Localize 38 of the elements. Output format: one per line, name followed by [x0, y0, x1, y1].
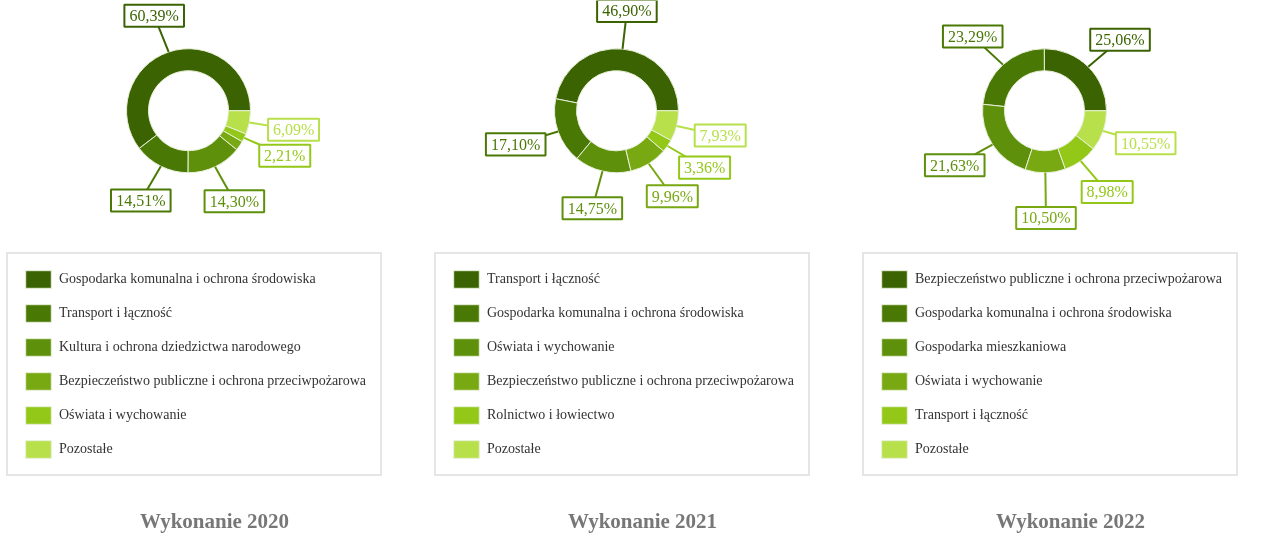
text: Wykonanie 2022: [995, 508, 1146, 533]
data-label: 17,10%: [491, 135, 541, 153]
legend-label: Oświata i wychowanie: [59, 407, 187, 423]
data-label: 14,30%: [209, 192, 260, 210]
text: Wykonanie 2021: [567, 508, 718, 533]
legend-label: Bezpieczeństwo publiczne i ochrona przeciwpożarowa: [915, 271, 1223, 287]
legend-label: Rolnictwo i łowiectwo: [487, 407, 615, 423]
legend-label: Gospodarka komunalna i ochrona środowiska: [915, 305, 1172, 321]
data-label: 10,55%: [1121, 134, 1171, 152]
data-label: 46,90%: [602, 2, 652, 20]
legend-label: Transport i łączność: [59, 305, 173, 321]
data-label: 60,39%: [129, 7, 179, 25]
legend-label: Gospodarka komunalna i ochrona środowiska: [59, 271, 316, 287]
data-label: 2,21%: [264, 147, 306, 165]
legend-label: Kultura i ochrona dziedzictwa narodowego: [59, 339, 301, 355]
legend-label: Pozostałe: [487, 441, 541, 457]
text: Wykonanie 2020: [139, 508, 290, 533]
legend-label: Bezpieczeństwo publiczne i ochrona przeciwpożarowa: [487, 373, 795, 389]
legend-label: Transport i łączność: [915, 407, 1029, 423]
data-label: 6,09%: [272, 121, 315, 139]
legend-label: Gospodarka komunalna i ochrona środowiska: [487, 305, 744, 321]
legend-label: Oświata i wychowanie: [487, 339, 615, 355]
data-label: 14,75%: [567, 199, 617, 217]
data-label: 9,96%: [651, 187, 693, 205]
data-label: 21,63%: [930, 156, 980, 174]
legend-label: Gospodarka mieszkaniowa: [915, 339, 1067, 355]
legend-label: Transport i łączność: [487, 271, 601, 287]
data-label: 3,36%: [683, 159, 726, 177]
data-label: 10,50%: [1021, 209, 1071, 227]
legend-label: Bezpieczeństwo publiczne i ochrona przeciwpożarowa: [59, 373, 367, 389]
data-label: 7,93%: [699, 126, 741, 144]
data-label: 8,98%: [1086, 183, 1128, 201]
legend-label: Oświata i wychowanie: [915, 373, 1043, 389]
legend-label: Pozostałe: [915, 441, 969, 457]
data-label: 14,51%: [116, 191, 166, 209]
data-label: 25,06%: [1095, 31, 1145, 49]
data-label: 23,29%: [948, 27, 998, 45]
legend-label: Pozostałe: [59, 441, 113, 457]
